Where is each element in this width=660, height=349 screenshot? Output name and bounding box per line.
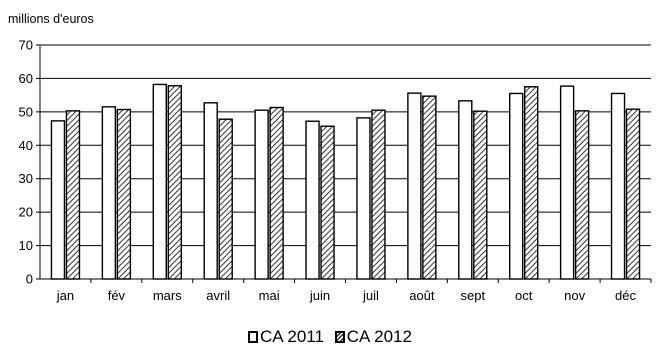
x-tick-label: juin — [309, 288, 330, 303]
y-tick-label: 0 — [26, 272, 33, 287]
legend-label-ca-2012: CA 2012 — [346, 327, 412, 346]
bar-ca-2011 — [559, 85, 575, 280]
legend-swatch-ca-2011 — [248, 331, 259, 343]
x-tick-label: jan — [56, 288, 74, 303]
bar-ca-2012 — [625, 108, 641, 280]
bar-ca-2011 — [305, 120, 320, 280]
legend-swatch-ca-2012 — [334, 331, 345, 343]
bar-ca-2011 — [203, 102, 218, 280]
x-tick-labels: jan fév mars avril mai juin juil août sept oct nov… — [56, 288, 637, 303]
x-tick-label: avril — [206, 288, 230, 303]
bar-ca-2011 — [101, 106, 117, 280]
bar-ca-2011 — [610, 92, 626, 280]
legend: CA 2011 CA 2012 — [0, 327, 660, 348]
y-axis-unit-label: millions d'euros — [8, 12, 94, 26]
axes — [36, 44, 652, 283]
x-tick-label: juil — [362, 288, 379, 303]
y-tick-label: 20 — [19, 205, 33, 220]
legend-item-ca-2012: CA 2012 — [334, 327, 412, 347]
x-tick-label: mai — [259, 288, 280, 303]
bar-ca-2011 — [509, 92, 524, 280]
legend-item-ca-2011: CA 2011 — [248, 327, 324, 347]
x-tick-label: oct — [515, 288, 533, 303]
y-tick-label: 30 — [19, 171, 33, 186]
y-tick-label: 60 — [19, 71, 33, 86]
y-tick-label: 50 — [19, 104, 33, 119]
bar-ca-2012 — [218, 118, 233, 280]
bar-ca-2012 — [524, 86, 539, 280]
y-tick-label: 40 — [19, 138, 33, 153]
bar-ca-2012 — [65, 110, 81, 280]
bar-ca-2012 — [473, 110, 488, 280]
y-tick-label: 70 — [19, 38, 33, 53]
bar-ca-2012 — [371, 109, 386, 280]
bar-ca-2012 — [269, 106, 284, 280]
x-tick-label: nov — [564, 288, 585, 303]
x-tick-label: fév — [108, 288, 126, 303]
bar-ca-2011 — [50, 120, 66, 280]
bar-ca-2012 — [167, 85, 182, 280]
y-tick-label: 10 — [19, 238, 33, 253]
bar-ca-2011 — [458, 100, 473, 280]
bar-ca-2011 — [407, 92, 422, 280]
bar-ca-2012 — [422, 95, 437, 280]
x-tick-label: sept — [461, 288, 486, 303]
bar-ca-2011 — [254, 109, 269, 280]
x-tick-label: mars — [153, 288, 182, 303]
bars — [50, 83, 641, 280]
bar-ca-2012 — [574, 110, 590, 280]
bar-ca-2012 — [116, 108, 132, 280]
bar-ca-2011 — [356, 117, 371, 280]
gridlines — [40, 44, 651, 247]
legend-label-ca-2011: CA 2011 — [260, 327, 324, 346]
x-tick-label: août — [409, 288, 435, 303]
y-tick-labels: 0 10 20 30 40 50 60 70 — [19, 38, 33, 287]
bar-ca-2012 — [320, 125, 335, 280]
x-tick-label: déc — [615, 288, 636, 303]
bar-ca-2011 — [152, 83, 167, 280]
